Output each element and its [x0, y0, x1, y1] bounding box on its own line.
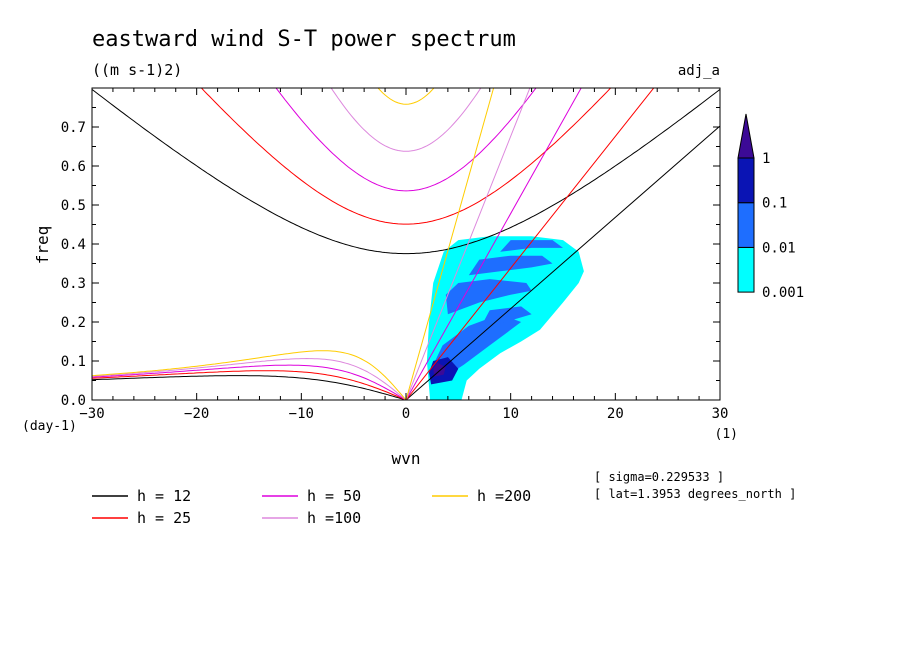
shading-region-0.01: [433, 314, 522, 381]
rossby-wave-curve: [92, 350, 407, 400]
legend: h = 12 h = 25 h = 50 h =100 h =200: [92, 487, 531, 527]
colorbar-segment: [737, 246, 755, 293]
shading-region-0.01: [500, 240, 563, 252]
y-tick-label: 0.0: [61, 393, 86, 409]
colorbar-segment: [737, 157, 755, 204]
plot-frame: [91, 87, 721, 401]
kelvin-wave-curve: [405, 88, 582, 400]
y-axis-label: freq: [33, 226, 52, 265]
legend-label: h = 25: [137, 509, 191, 527]
dataset-tag: adj_a: [678, 63, 720, 79]
x-tick-label: −30: [79, 406, 104, 422]
y-tick-label: 0.6: [61, 159, 86, 175]
x-tick-label: 0: [402, 406, 410, 422]
rossby-wave-curve: [92, 357, 407, 400]
shading-region-0.01: [445, 279, 532, 315]
axis-ticks: −30 −20 −10 0 10 20 30 0.0 0.1 0.2 0.3 0.4 0.5 0.6 0.7: [61, 87, 729, 422]
x-tick-label: −20: [184, 406, 209, 422]
rossby-wave-curve: [92, 364, 407, 400]
rossby-wave-curve: [92, 375, 407, 400]
x-tick-label: 10: [502, 406, 519, 422]
colorbar-label: 0.01: [762, 240, 796, 256]
legend-label: h = 50: [307, 487, 361, 505]
y-tick-label: 0.5: [61, 198, 86, 214]
colorbar-label: 1: [762, 151, 770, 167]
colorbar-segment: [737, 202, 755, 248]
colorbar-label: 0.001: [762, 285, 804, 301]
x-tick-label: −10: [289, 406, 314, 422]
y-unit-label: (day-1): [22, 419, 77, 434]
shading-region-0.01: [479, 306, 532, 330]
colorbar-extend-triangle: [737, 113, 755, 159]
kelvin-wave-curve: [405, 125, 720, 400]
gravity-wave-curve: [377, 88, 435, 105]
kelvin-wave-curve: [405, 88, 531, 400]
x-axis-label: wvn: [392, 449, 421, 468]
gravity-wave-curve: [330, 88, 482, 152]
gravity-wave-curve: [275, 88, 537, 192]
y-tick-label: 0.7: [61, 120, 86, 136]
gravity-wave-curve: [92, 89, 720, 255]
legend-label: h = 12: [137, 487, 191, 505]
shading-region-0.01: [468, 255, 553, 276]
legend-label: h =100: [307, 509, 361, 527]
rossby-wave-curve: [92, 370, 407, 400]
sigma-annotation: [ sigma=0.229533 ]: [594, 470, 724, 484]
y-tick-label: 0.4: [61, 237, 86, 253]
colorbar-label: 0.1: [762, 196, 787, 212]
y-tick-label: 0.2: [61, 315, 86, 331]
gravity-wave-curve: [200, 88, 612, 225]
x-tick-label: 20: [607, 406, 624, 422]
y-tick-label: 0.1: [61, 354, 86, 370]
lat-annotation: [ lat=1.3953 degrees_north ]: [594, 487, 796, 501]
kelvin-wave-curve: [405, 88, 495, 400]
colorbar: 0.001 0.01 0.1 1: [737, 113, 804, 301]
chart-title: eastward wind S-T power spectrum: [92, 27, 516, 52]
chart-units: ((m s-1)2): [92, 61, 182, 79]
kelvin-wave-curve: [405, 88, 655, 400]
spectrum-shading: [426, 236, 584, 400]
x-unit-label: (1): [715, 427, 738, 442]
x-tick-label: 30: [712, 406, 729, 422]
legend-label: h =200: [477, 487, 531, 505]
y-tick-label: 0.3: [61, 276, 86, 292]
dispersion-curves: [92, 88, 720, 400]
